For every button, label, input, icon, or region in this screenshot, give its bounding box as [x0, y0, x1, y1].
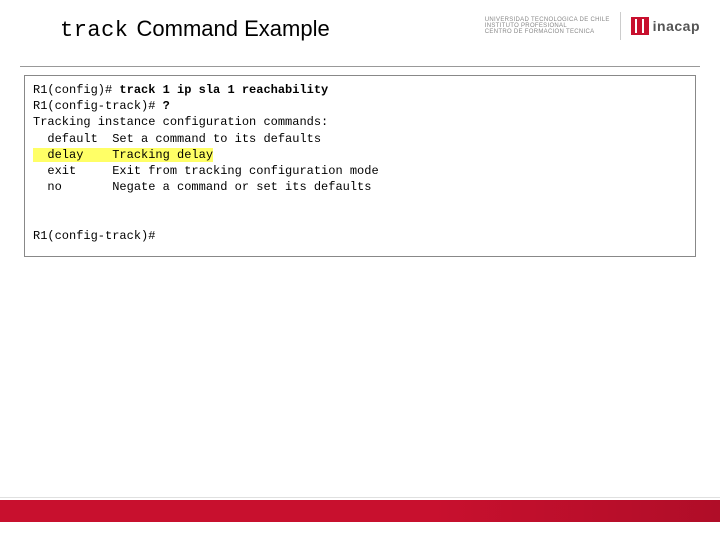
config-row: no Negate a command or set its defaults: [33, 180, 371, 194]
line1-prompt: R1(config)#: [33, 83, 119, 97]
logo-divider: [620, 12, 621, 40]
config-row-hl: delay Tracking delay: [33, 148, 213, 162]
title-rule: [20, 66, 700, 67]
footer-line: [0, 497, 720, 498]
terminal-output: R1(config)# track 1 ip sla 1 reachabilit…: [24, 75, 696, 257]
inacap-logo: inacap: [631, 17, 700, 35]
slide-title: track Command Example: [60, 16, 330, 43]
univ-line-3: CENTRO DE FORMACION TECNICA: [485, 29, 610, 35]
university-logo-text: UNIVERSIDAD TECNOLOGICA DE CHILE INSTITU…: [485, 17, 610, 35]
slide: track Command Example UNIVERSIDAD TECNOL…: [0, 0, 720, 540]
final-prompt: R1(config-track)#: [33, 229, 155, 243]
header: track Command Example UNIVERSIDAD TECNOL…: [0, 0, 720, 60]
config-row: exit Exit from tracking configuration mo…: [33, 164, 379, 178]
title-rest: Command Example: [137, 16, 330, 42]
line1-cmd: track 1 ip sla 1 reachability: [119, 83, 328, 97]
inacap-icon: [631, 17, 649, 35]
line2-prompt: R1(config-track)#: [33, 99, 163, 113]
inacap-text: inacap: [653, 18, 700, 34]
line2-cmd: ?: [163, 99, 170, 113]
footer-band: [0, 500, 720, 522]
config-row: default Set a command to its defaults: [33, 132, 321, 146]
logo-group: UNIVERSIDAD TECNOLOGICA DE CHILE INSTITU…: [485, 12, 700, 40]
desc-header: Tracking instance configuration commands…: [33, 115, 328, 129]
title-code-word: track: [60, 18, 129, 43]
config-rows: default Set a command to its defaults de…: [33, 132, 379, 195]
